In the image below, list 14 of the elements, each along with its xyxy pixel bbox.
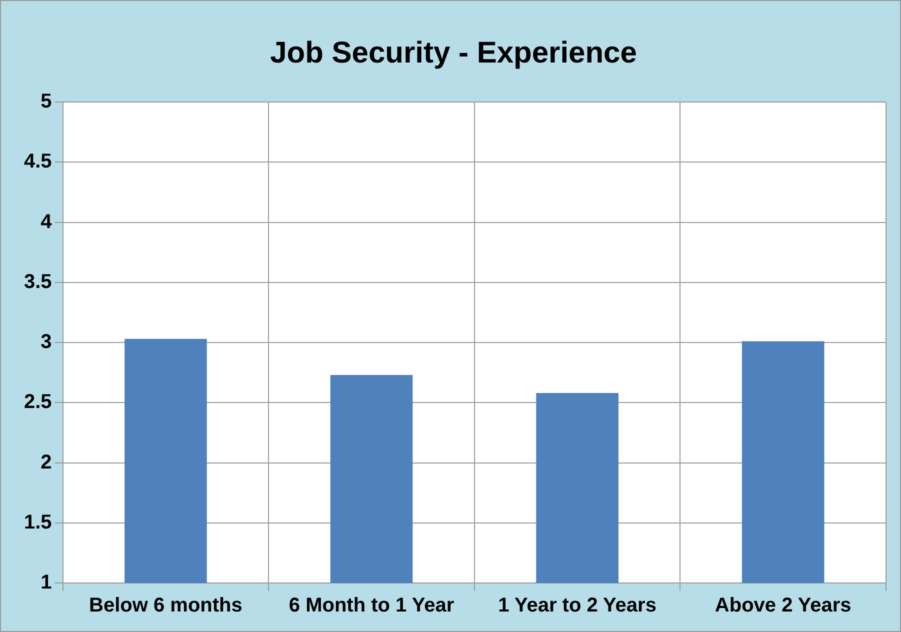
y-tick-label: 2.5 — [24, 391, 52, 414]
y-tick-label: 4.5 — [24, 150, 52, 173]
x-tick-label: 6 Month to 1 Year — [288, 594, 454, 617]
y-tick-label: 3.5 — [24, 270, 52, 293]
y-tick-label: 1.5 — [24, 511, 52, 534]
y-tick-label: 4 — [40, 210, 53, 233]
chart-title: Job Security - Experience — [270, 36, 637, 70]
x-tick-label: Below 6 months — [89, 594, 242, 617]
x-tick-label: 1 Year to 2 Years — [498, 594, 656, 617]
y-tick-label: 1 — [40, 572, 52, 594]
y-tick-label: 2 — [40, 451, 52, 474]
x-tick-label: Above 2 Years — [714, 594, 852, 617]
y-tick-label: 5 — [40, 90, 52, 113]
y-tick-label: 3 — [40, 331, 52, 354]
